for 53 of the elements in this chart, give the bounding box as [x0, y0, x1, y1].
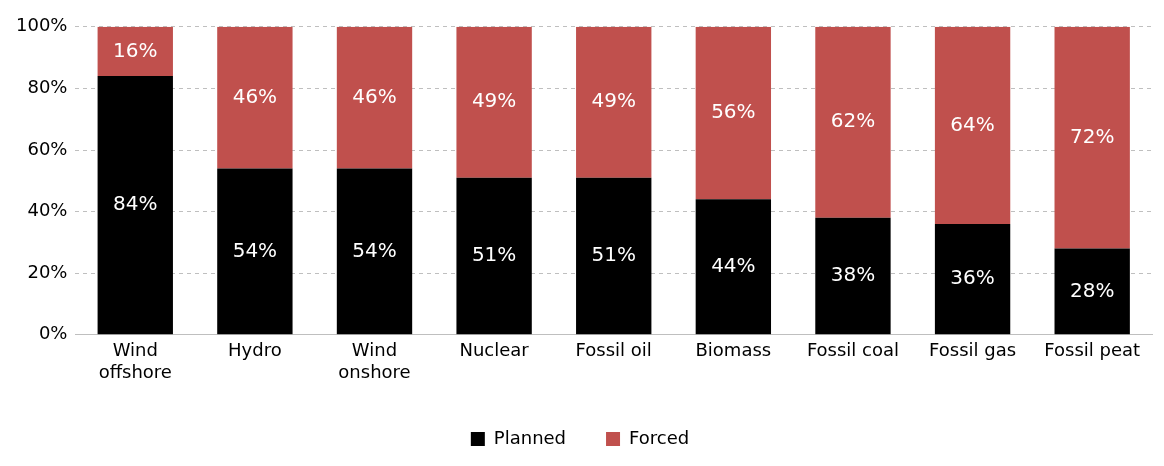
bar: [456, 177, 532, 335]
bar: [576, 26, 652, 178]
data-label: 28%: [1069, 277, 1115, 302]
data-label: 64%: [950, 111, 995, 136]
bar: [815, 26, 891, 218]
data-label: 38%: [830, 262, 876, 287]
bar: [97, 26, 173, 77]
bar: [695, 199, 772, 335]
bar: [336, 168, 413, 335]
data-label: 49%: [591, 88, 636, 113]
y-tick-label: 60%: [27, 137, 68, 159]
bar: [815, 217, 891, 335]
bar: [336, 26, 413, 169]
x-tick-label: Biomass: [695, 339, 772, 361]
data-label: 72%: [1069, 123, 1115, 148]
x-tick-label: Hydro: [228, 339, 282, 361]
data-label: 46%: [232, 83, 278, 108]
data-label: 16%: [113, 37, 158, 62]
y-tick-label: 80%: [27, 76, 68, 98]
y-tick-label: 0%: [38, 322, 68, 344]
bar: [576, 177, 652, 335]
data-label: 44%: [711, 252, 756, 277]
x-tick-label: Fossil oil: [575, 339, 652, 361]
x-tick-label: Fossil peat: [1044, 339, 1141, 361]
data-label: 46%: [352, 83, 397, 108]
bar: [1054, 248, 1130, 335]
y-tick-label: 40%: [27, 199, 68, 221]
legend-label: Planned: [493, 426, 567, 448]
bar: [934, 223, 1011, 335]
bar: [217, 168, 293, 335]
y-tick-label: 20%: [27, 260, 68, 282]
bar: [97, 76, 173, 335]
x-tick-label: Fossil gas: [929, 339, 1017, 361]
data-label: 54%: [232, 237, 278, 262]
data-label: 36%: [950, 265, 995, 290]
bar: [1054, 26, 1130, 249]
data-label: 62%: [830, 108, 876, 133]
bar: [217, 26, 293, 169]
data-label: 54%: [352, 237, 397, 262]
legend-label: Forced: [629, 426, 690, 448]
data-label: 84%: [113, 191, 158, 216]
y-tick-label: 100%: [15, 14, 68, 36]
data-label: 51%: [471, 242, 517, 267]
bar: [456, 26, 532, 178]
bar: [934, 26, 1011, 224]
x-tick-label: Fossil coal: [806, 339, 900, 361]
data-label: 56%: [711, 99, 756, 124]
data-label: 51%: [591, 242, 636, 267]
data-label: 49%: [471, 88, 517, 113]
x-tick-label: Wind onshore: [338, 339, 411, 382]
x-tick-label: Wind offshore: [98, 339, 172, 382]
x-tick-label: Nuclear: [459, 339, 530, 361]
bar: [695, 26, 772, 200]
